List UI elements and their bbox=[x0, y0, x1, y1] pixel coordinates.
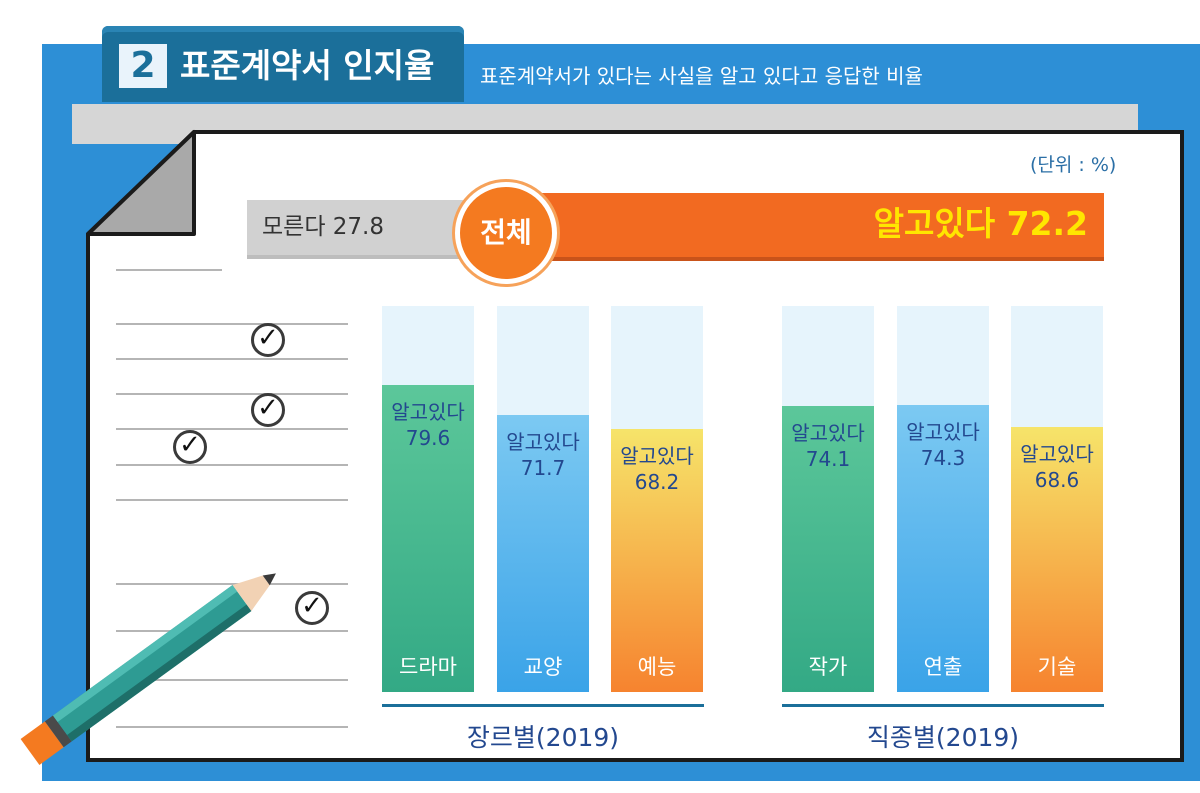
bar bbox=[1011, 427, 1103, 692]
section-number: 2 bbox=[119, 44, 167, 88]
bar-category-label: 연출 bbox=[923, 655, 963, 679]
doc-line bbox=[116, 269, 222, 271]
bar-category-label: 작가 bbox=[808, 655, 848, 679]
known-label: 알고있다 72.2 bbox=[873, 204, 1088, 243]
page-subtitle: 표준계약서가 있다는 사실을 알고 있다고 응답한 비율 bbox=[480, 64, 923, 88]
known-bar bbox=[510, 193, 1104, 257]
group-label-job: 직종별(2019) bbox=[866, 723, 1020, 752]
total-circle bbox=[455, 182, 557, 284]
bar-value-label: 알고있다 74.1 bbox=[791, 421, 865, 471]
bar bbox=[497, 415, 589, 692]
bar-category-label: 드라마 bbox=[399, 655, 457, 679]
doc-line bbox=[116, 464, 348, 466]
unit-label: (단위 : %) bbox=[1030, 154, 1117, 176]
checkmark-icon: ✓ bbox=[251, 323, 285, 357]
checkmark-icon: ✓ bbox=[251, 393, 285, 427]
unknown-bar bbox=[247, 200, 477, 255]
page-title: 표준계약서 인지율 bbox=[180, 46, 435, 85]
doc-line bbox=[116, 358, 348, 360]
doc-line bbox=[116, 428, 348, 430]
bar bbox=[611, 429, 703, 692]
bar-value-label: 알고있다 71.7 bbox=[506, 430, 580, 480]
doc-line bbox=[116, 393, 348, 395]
doc-line bbox=[116, 583, 348, 585]
bar bbox=[782, 406, 874, 692]
checkmark-icon: ✓ bbox=[173, 430, 207, 464]
bar-category-label: 기술 bbox=[1037, 655, 1077, 679]
bar-category-label: 예능 bbox=[637, 655, 677, 679]
doc-line bbox=[116, 499, 348, 501]
bar-value-label: 알고있다 79.6 bbox=[391, 400, 465, 450]
group-underline bbox=[382, 704, 704, 707]
bar bbox=[897, 405, 989, 692]
bar-value-label: 알고있다 68.2 bbox=[620, 444, 694, 494]
bar-category-label: 교양 bbox=[523, 655, 563, 679]
unknown-label: 모른다 27.8 bbox=[262, 214, 385, 240]
bar-value-label: 알고있다 74.3 bbox=[906, 420, 980, 470]
bar bbox=[382, 385, 474, 692]
doc-line bbox=[116, 630, 348, 632]
group-underline bbox=[782, 704, 1104, 707]
bar-value-label: 알고있다 68.6 bbox=[1020, 442, 1094, 492]
total-label: 전체 bbox=[480, 216, 532, 249]
doc-line bbox=[116, 679, 348, 681]
doc-line bbox=[116, 726, 348, 728]
doc-line bbox=[116, 323, 348, 325]
checkmark-icon: ✓ bbox=[295, 591, 329, 625]
group-label-genre: 장르별(2019) bbox=[466, 723, 620, 752]
